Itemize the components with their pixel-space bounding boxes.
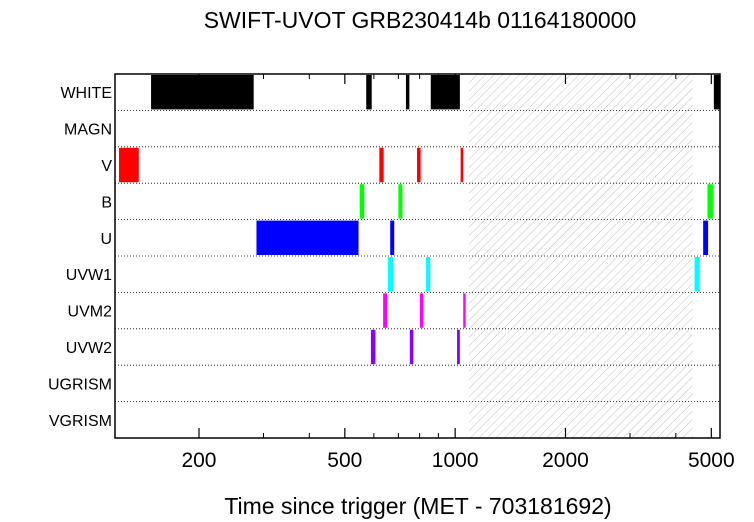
exposure-bar-uvw2 xyxy=(457,329,460,365)
row-label-uvw2: UVW2 xyxy=(66,340,112,357)
exposure-bar-uvw1 xyxy=(426,257,431,292)
exposure-bar-white xyxy=(713,75,720,110)
exposure-bar-uvw1 xyxy=(694,257,700,292)
row-label-uvm2: UVM2 xyxy=(68,304,113,321)
exposure-bar-u xyxy=(703,220,709,255)
x-axis-label: Time since trigger (MET - 703181692) xyxy=(224,493,611,519)
x-tick-label: 2000 xyxy=(542,449,589,472)
x-tick-label: 1000 xyxy=(432,449,479,472)
exposure-bar-u xyxy=(390,220,395,255)
exposure-bar-v xyxy=(460,147,464,183)
x-tick-label: 200 xyxy=(181,449,216,472)
exposure-bar-v xyxy=(379,147,384,183)
row-label-u: U xyxy=(100,231,112,248)
chart-title: SWIFT-UVOT GRB230414b 01164180000 xyxy=(204,7,637,33)
row-label-v: V xyxy=(101,158,112,175)
row-label-ugrism: UGRISM xyxy=(48,376,112,393)
exposure-bar-uvw2 xyxy=(370,329,376,365)
exposure-bar-uvm2 xyxy=(419,293,424,328)
exposure-bar-uvw2 xyxy=(409,329,414,365)
exposure-bar-v xyxy=(417,147,421,183)
exposure-bar-u xyxy=(256,220,359,255)
row-label-b: B xyxy=(101,194,112,211)
x-tick-label: 5000 xyxy=(688,449,735,472)
exposure-bar-white xyxy=(366,75,372,110)
exposure-bar-uvm2 xyxy=(463,293,466,328)
x-tick-label: 500 xyxy=(327,449,362,472)
exposure-bar-b xyxy=(359,184,365,219)
row-label-uvw1: UVW1 xyxy=(66,267,112,284)
row-label-magn: MAGN xyxy=(64,122,112,139)
row-label-white: WHITE xyxy=(60,85,112,102)
exposure-bar-v xyxy=(118,147,139,183)
exposure-bar-uvm2 xyxy=(383,293,388,328)
exposure-bar-uvw1 xyxy=(387,257,394,292)
plot-frame xyxy=(114,73,721,439)
row-label-vgrism: VGRISM xyxy=(49,413,112,430)
exposure-bar-white xyxy=(405,75,410,110)
exposure-bar-b xyxy=(707,184,713,219)
exposure-bar-white xyxy=(151,75,254,110)
exposure-bar-b xyxy=(398,184,403,219)
